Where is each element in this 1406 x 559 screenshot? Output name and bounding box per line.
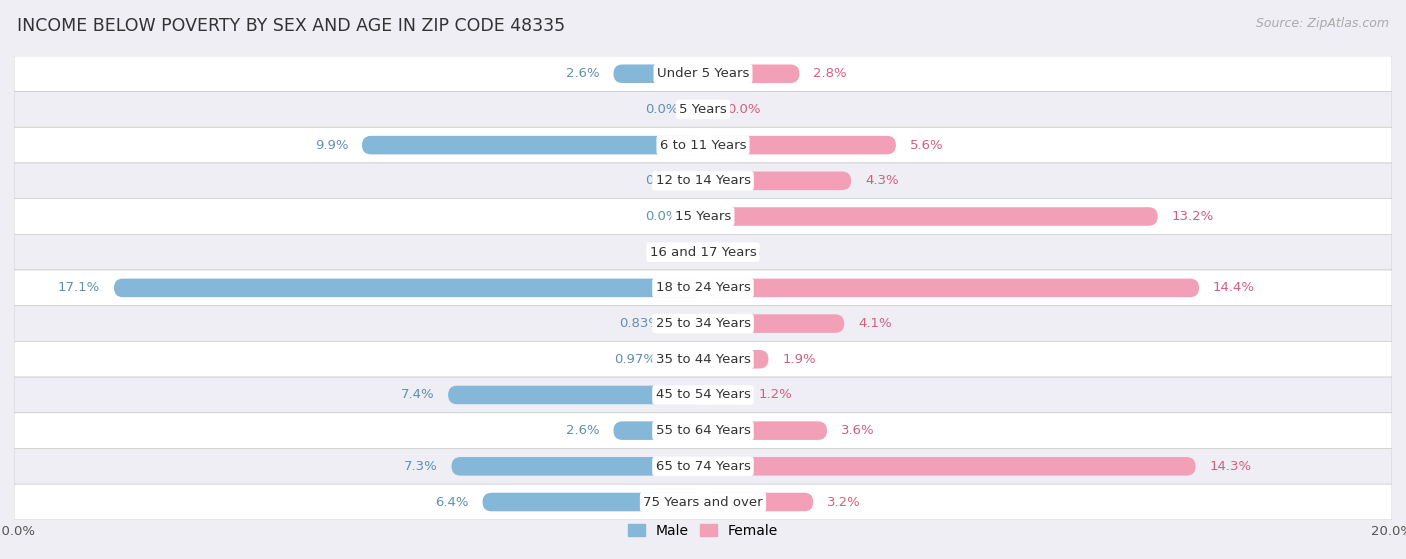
FancyBboxPatch shape (14, 342, 1392, 377)
Text: 0.0%: 0.0% (727, 103, 761, 116)
Text: 1.9%: 1.9% (782, 353, 815, 366)
Text: 12 to 14 Years: 12 to 14 Years (655, 174, 751, 187)
Text: 3.2%: 3.2% (827, 495, 860, 509)
FancyBboxPatch shape (703, 243, 713, 262)
FancyBboxPatch shape (693, 207, 703, 226)
Text: 3.6%: 3.6% (841, 424, 875, 437)
FancyBboxPatch shape (613, 421, 703, 440)
Text: 5.6%: 5.6% (910, 139, 943, 151)
FancyBboxPatch shape (703, 421, 827, 440)
Text: 0.83%: 0.83% (619, 317, 661, 330)
Text: 45 to 54 Years: 45 to 54 Years (655, 389, 751, 401)
FancyBboxPatch shape (703, 278, 1199, 297)
Text: 5 Years: 5 Years (679, 103, 727, 116)
FancyBboxPatch shape (703, 64, 800, 83)
Text: 0.97%: 0.97% (614, 353, 655, 366)
FancyBboxPatch shape (14, 306, 1392, 342)
FancyBboxPatch shape (703, 386, 744, 404)
FancyBboxPatch shape (482, 492, 703, 511)
FancyBboxPatch shape (703, 136, 896, 154)
Text: INCOME BELOW POVERTY BY SEX AND AGE IN ZIP CODE 48335: INCOME BELOW POVERTY BY SEX AND AGE IN Z… (17, 17, 565, 35)
FancyBboxPatch shape (361, 136, 703, 154)
Text: 15 Years: 15 Years (675, 210, 731, 223)
FancyBboxPatch shape (669, 350, 703, 368)
Text: 7.4%: 7.4% (401, 389, 434, 401)
Text: 4.1%: 4.1% (858, 317, 891, 330)
FancyBboxPatch shape (693, 172, 703, 190)
Text: 35 to 44 Years: 35 to 44 Years (655, 353, 751, 366)
Text: 65 to 74 Years: 65 to 74 Years (655, 460, 751, 473)
FancyBboxPatch shape (14, 127, 1392, 163)
FancyBboxPatch shape (14, 270, 1392, 306)
Text: 14.3%: 14.3% (1209, 460, 1251, 473)
FancyBboxPatch shape (114, 278, 703, 297)
Text: 2.8%: 2.8% (813, 67, 846, 80)
Text: 13.2%: 13.2% (1171, 210, 1213, 223)
FancyBboxPatch shape (693, 100, 703, 119)
Text: 16 and 17 Years: 16 and 17 Years (650, 246, 756, 259)
FancyBboxPatch shape (14, 413, 1392, 448)
Text: 6.4%: 6.4% (436, 495, 468, 509)
Text: 9.9%: 9.9% (315, 139, 349, 151)
Text: 55 to 64 Years: 55 to 64 Years (655, 424, 751, 437)
FancyBboxPatch shape (703, 457, 1195, 476)
Text: 18 to 24 Years: 18 to 24 Years (655, 281, 751, 295)
Text: 14.4%: 14.4% (1213, 281, 1254, 295)
FancyBboxPatch shape (14, 484, 1392, 520)
FancyBboxPatch shape (14, 56, 1392, 92)
Text: Source: ZipAtlas.com: Source: ZipAtlas.com (1256, 17, 1389, 30)
FancyBboxPatch shape (14, 92, 1392, 127)
Text: 0.0%: 0.0% (645, 103, 679, 116)
Text: 25 to 34 Years: 25 to 34 Years (655, 317, 751, 330)
Text: 6 to 11 Years: 6 to 11 Years (659, 139, 747, 151)
Text: Under 5 Years: Under 5 Years (657, 67, 749, 80)
Text: 0.0%: 0.0% (645, 174, 679, 187)
FancyBboxPatch shape (693, 243, 703, 262)
FancyBboxPatch shape (703, 492, 813, 511)
FancyBboxPatch shape (14, 198, 1392, 234)
FancyBboxPatch shape (14, 448, 1392, 484)
FancyBboxPatch shape (449, 386, 703, 404)
FancyBboxPatch shape (703, 207, 1157, 226)
Text: 7.3%: 7.3% (404, 460, 437, 473)
FancyBboxPatch shape (703, 350, 769, 368)
Text: 1.2%: 1.2% (758, 389, 792, 401)
FancyBboxPatch shape (613, 64, 703, 83)
FancyBboxPatch shape (703, 100, 713, 119)
Legend: Male, Female: Male, Female (623, 518, 783, 543)
FancyBboxPatch shape (703, 172, 851, 190)
Text: 2.6%: 2.6% (567, 67, 599, 80)
FancyBboxPatch shape (14, 377, 1392, 413)
Text: 0.0%: 0.0% (645, 210, 679, 223)
Text: 0.0%: 0.0% (645, 246, 679, 259)
FancyBboxPatch shape (675, 314, 703, 333)
Text: 17.1%: 17.1% (58, 281, 100, 295)
Text: 2.6%: 2.6% (567, 424, 599, 437)
Text: 4.3%: 4.3% (865, 174, 898, 187)
FancyBboxPatch shape (451, 457, 703, 476)
Text: 0.0%: 0.0% (727, 246, 761, 259)
Text: 75 Years and over: 75 Years and over (643, 495, 763, 509)
FancyBboxPatch shape (703, 314, 844, 333)
FancyBboxPatch shape (14, 163, 1392, 198)
FancyBboxPatch shape (14, 234, 1392, 270)
